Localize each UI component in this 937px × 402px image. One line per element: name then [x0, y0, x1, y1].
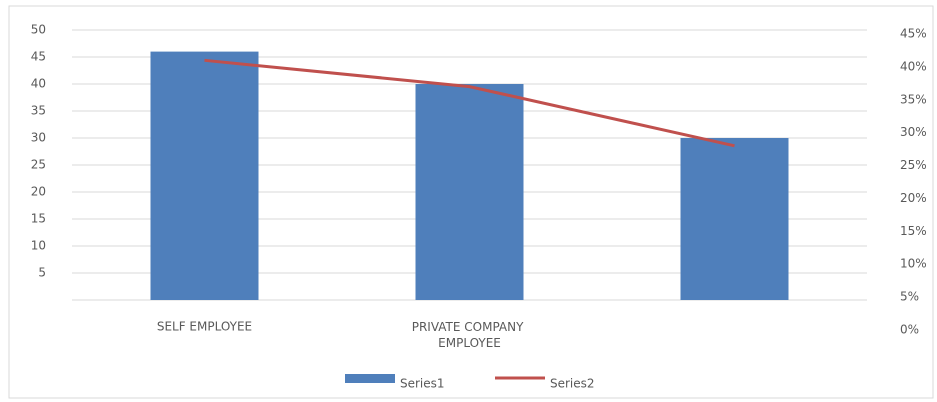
y-tick-label: 35: [31, 104, 46, 118]
legend-label: Series1: [400, 377, 445, 391]
y-tick-label: 40: [31, 77, 46, 91]
y2-tick-label: 40%: [900, 59, 927, 73]
y-tick-label: 10: [31, 239, 46, 253]
y-tick-label: 25: [31, 158, 46, 172]
bar: [680, 138, 789, 300]
x-tick-label: PRIVATE COMPANY EMPLOYEE: [412, 320, 528, 350]
y-tick-label: 50: [31, 23, 46, 37]
x-tick-line: PRIVATE COMPANY: [412, 320, 528, 334]
legend-label: Series2: [550, 377, 595, 391]
x-tick-line: EMPLOYEE: [438, 336, 501, 350]
x-tick-label: SELF EMPLOYEE: [157, 320, 252, 334]
y-tick-label: 15: [31, 212, 46, 226]
y2-tick-label: 20%: [900, 191, 927, 205]
y2-tick-label: 10%: [900, 257, 927, 271]
y2-tick-label: 15%: [900, 224, 927, 238]
y2-tick-label: 5%: [900, 290, 919, 304]
y2-tick-label: 30%: [900, 125, 927, 139]
y-tick-label: 45: [31, 50, 46, 64]
bar: [150, 51, 259, 300]
y2-tick-label: 45%: [900, 27, 927, 41]
y2-tick-label: 25%: [900, 158, 927, 172]
line: [204, 58, 735, 148]
y-tick-label: 5: [38, 266, 46, 280]
bar: [415, 84, 524, 300]
legend-swatch: [345, 374, 395, 383]
y2-tick-label: 0%: [900, 323, 919, 337]
y-tick-label: 20: [31, 185, 46, 199]
y-tick-label: 30: [31, 131, 46, 145]
y2-tick-label: 35%: [900, 92, 927, 106]
